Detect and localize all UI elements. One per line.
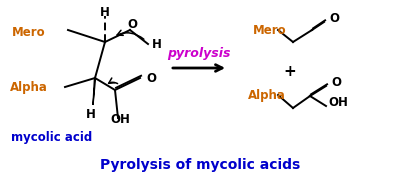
Text: pyrolysis: pyrolysis <box>167 48 231 61</box>
Text: mycolic acid: mycolic acid <box>11 132 93 145</box>
Text: Mero: Mero <box>12 27 46 40</box>
Text: O: O <box>329 12 339 25</box>
Text: Pyrolysis of mycolic acids: Pyrolysis of mycolic acids <box>100 158 300 172</box>
Text: OH: OH <box>110 113 130 126</box>
Text: +: + <box>284 64 296 80</box>
Text: H: H <box>152 38 162 51</box>
Polygon shape <box>93 78 96 105</box>
Text: Alpha: Alpha <box>248 88 286 101</box>
Text: O: O <box>331 77 341 90</box>
Text: O: O <box>127 17 137 30</box>
Text: Alpha: Alpha <box>10 80 48 93</box>
Text: Mero: Mero <box>253 23 287 36</box>
Text: H: H <box>86 108 96 121</box>
Text: OH: OH <box>328 96 348 109</box>
Text: O: O <box>146 72 156 85</box>
Text: H: H <box>100 6 110 19</box>
